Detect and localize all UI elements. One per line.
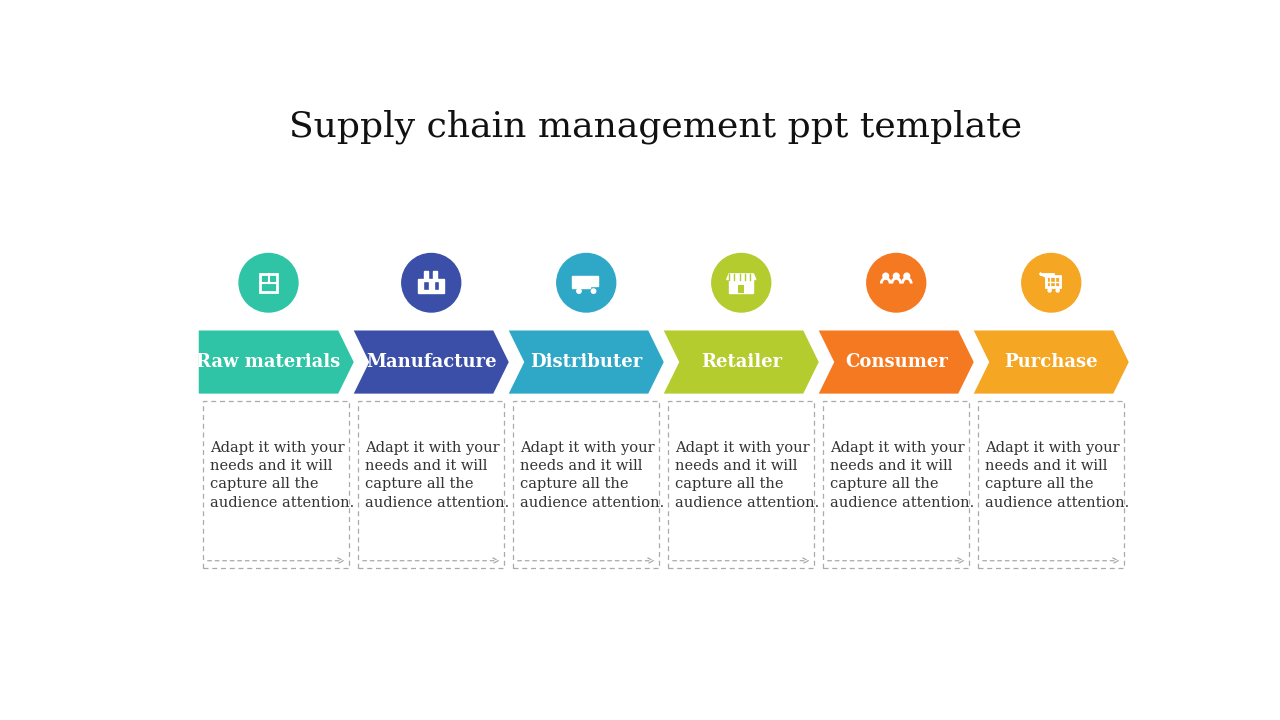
- Text: Adapt it with your
needs and it will
capture all the
audience attention.: Adapt it with your needs and it will cap…: [675, 441, 819, 510]
- Bar: [739, 285, 744, 293]
- Bar: [572, 276, 590, 289]
- Text: Purchase: Purchase: [1005, 353, 1098, 371]
- FancyBboxPatch shape: [978, 401, 1124, 567]
- Circle shape: [864, 251, 929, 315]
- Circle shape: [882, 272, 890, 279]
- Circle shape: [554, 251, 618, 315]
- Polygon shape: [353, 330, 508, 394]
- Text: Adapt it with your
needs and it will
capture all the
audience attention.: Adapt it with your needs and it will cap…: [365, 441, 509, 510]
- Polygon shape: [727, 274, 755, 279]
- Text: Manufacture: Manufacture: [366, 353, 497, 371]
- Text: Supply chain management ppt template: Supply chain management ppt template: [289, 109, 1023, 144]
- Bar: [590, 276, 598, 286]
- Circle shape: [709, 251, 774, 315]
- Circle shape: [712, 253, 771, 312]
- Text: Adapt it with your
needs and it will
capture all the
audience attention.: Adapt it with your needs and it will cap…: [984, 441, 1129, 510]
- Polygon shape: [664, 330, 819, 394]
- Circle shape: [904, 272, 910, 279]
- Bar: [1046, 276, 1060, 287]
- Bar: [424, 271, 429, 279]
- Text: Raw materials: Raw materials: [196, 353, 340, 371]
- Text: Retailer: Retailer: [700, 353, 782, 371]
- Bar: [434, 281, 439, 290]
- Circle shape: [402, 253, 461, 312]
- Circle shape: [239, 253, 298, 312]
- Bar: [260, 274, 278, 292]
- Circle shape: [590, 288, 596, 294]
- Text: Consumer: Consumer: [845, 353, 947, 371]
- Circle shape: [1056, 288, 1060, 293]
- Text: Adapt it with your
needs and it will
capture all the
audience attention.: Adapt it with your needs and it will cap…: [210, 441, 353, 510]
- Circle shape: [892, 272, 900, 279]
- Circle shape: [236, 251, 301, 315]
- Circle shape: [557, 253, 616, 312]
- Polygon shape: [508, 330, 664, 394]
- Bar: [419, 279, 444, 293]
- FancyBboxPatch shape: [668, 401, 814, 567]
- Text: Adapt it with your
needs and it will
capture all the
audience attention.: Adapt it with your needs and it will cap…: [520, 441, 664, 510]
- Polygon shape: [198, 330, 353, 394]
- FancyBboxPatch shape: [823, 401, 969, 567]
- Circle shape: [867, 253, 925, 312]
- FancyBboxPatch shape: [204, 401, 349, 567]
- Polygon shape: [974, 330, 1129, 394]
- Circle shape: [1021, 253, 1080, 312]
- Circle shape: [1047, 288, 1052, 293]
- Text: Distributer: Distributer: [530, 353, 643, 371]
- Bar: [424, 281, 429, 290]
- Circle shape: [1019, 251, 1084, 315]
- Circle shape: [398, 251, 463, 315]
- Text: Adapt it with your
needs and it will
capture all the
audience attention.: Adapt it with your needs and it will cap…: [829, 441, 974, 510]
- Bar: [433, 271, 438, 279]
- Circle shape: [576, 288, 582, 294]
- Polygon shape: [819, 330, 974, 394]
- FancyBboxPatch shape: [358, 401, 504, 567]
- FancyBboxPatch shape: [513, 401, 659, 567]
- Bar: [730, 279, 754, 293]
